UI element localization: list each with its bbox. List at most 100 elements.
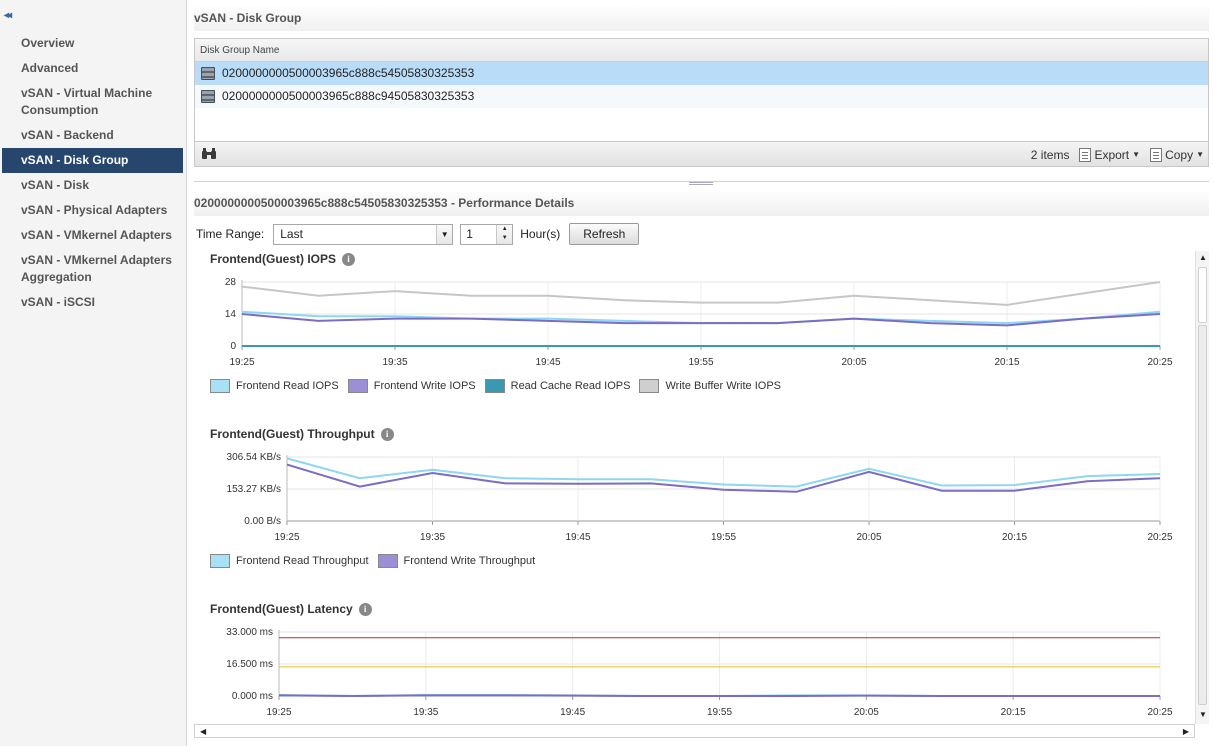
sidebar-nav: Overview Advanced vSAN - Virtual Machine… [2,31,183,315]
hours-stepper[interactable]: 1 ▲ ▼ [460,223,514,245]
info-icon[interactable]: i [380,427,394,441]
chevron-down-icon: ▼ [1196,150,1204,159]
items-count: 2 items [1030,147,1070,162]
table-row[interactable]: 0200000000500003965c888c94505830325353 [195,85,1208,108]
legend-label: Frontend Read IOPS [236,380,339,392]
sidebar-item-vm-consumption[interactable]: vSAN - Virtual Machine Consumption [21,86,153,117]
disk-group-name: 0200000000500003965c888c54505830325353 [222,66,475,80]
scrollbar-track[interactable] [1198,325,1207,705]
scroll-left-icon[interactable]: ◀ [200,727,207,736]
scroll-right-icon[interactable]: ▶ [1182,727,1189,736]
sidebar-item-disk-group[interactable]: vSAN - Disk Group [2,148,183,173]
copy-icon [1150,147,1163,162]
info-icon[interactable]: i [358,602,372,616]
scroll-up-icon[interactable]: ▲ [1199,253,1207,262]
x-tick-label: 20:25 [1147,357,1172,368]
sidebar: ◂◂ Overview Advanced vSAN - Virtual Mach… [0,0,187,746]
sidebar-item-iscsi[interactable]: vSAN - iSCSI [21,295,96,309]
x-tick-label: 19:35 [382,357,407,368]
x-tick-label: 19:45 [565,532,590,543]
x-tick-label: 19:55 [707,707,732,718]
chevron-down-icon[interactable]: ▼ [436,224,453,244]
export-button[interactable]: Export ▼ [1079,147,1140,162]
y-tick-label: 0.00 B/s [244,516,281,527]
legend-item[interactable]: Read Cache Read IOPS [484,379,631,393]
latency-chart: 33.000 ms 16.500 ms 0.000 ms 19:25 19:35 19:4… [226,627,1173,718]
latency-chart-title: Frontend(Guest) Latency i [210,602,372,616]
binoculars-icon[interactable] [201,148,217,160]
legend-item[interactable]: Frontend Read IOPS [210,379,339,393]
sidebar-item-physical-adapters[interactable]: vSAN - Physical Adapters [21,203,168,217]
disk-group-icon [201,67,215,80]
time-range-label: Time Range: [196,227,265,241]
legend-swatch [377,554,398,568]
y-tick-label: 306.54 KB/s [227,452,281,463]
vertical-scrollbar[interactable]: ▲ ▼ [1195,251,1209,724]
throughput-chart: 306.54 KB/s 153.27 KB/s 0.00 B/s 19:25 19:35… [227,452,1173,543]
legend-item[interactable]: Frontend Read Throughput [210,554,369,568]
latency-title-text: Frontend(Guest) Latency [210,602,353,616]
collapse-sidebar-icon[interactable]: ◂◂ [4,10,12,21]
legend-item[interactable]: Write Buffer Write IOPS [639,379,781,393]
refresh-button[interactable]: Refresh [569,223,640,245]
x-tick-label: 19:25 [229,357,254,368]
disk-group-title: vSAN - Disk Group [194,7,1209,31]
sidebar-item-disk[interactable]: vSAN - Disk [21,178,90,192]
sidebar-item-advanced[interactable]: Advanced [21,61,79,75]
x-tick-label: 19:35 [413,707,438,718]
sidebar-item-overview[interactable]: Overview [21,36,75,50]
y-tick-label: 33.000 ms [226,627,273,638]
horizontal-scrollbar[interactable]: ◀ ▶ [194,724,1195,738]
sidebar-item-vmkernel-adapters[interactable]: vSAN - VMkernel Adapters [21,228,172,242]
export-icon [1079,147,1092,162]
x-tick-label: 20:25 [1147,707,1172,718]
copy-button[interactable]: Copy ▼ [1150,147,1204,162]
series-line [278,694,1160,698]
pane-splitter[interactable] [194,181,1209,185]
x-tick-label: 19:55 [688,357,713,368]
scroll-down-icon[interactable]: ▼ [1199,710,1207,719]
grid-footer: 2 items Export ▼ Copy ▼ [195,141,1208,166]
copy-label: Copy [1165,147,1194,162]
time-range-select[interactable]: Last ▼ [273,223,454,245]
legend-swatch [210,554,230,568]
scrollbar-thumb[interactable] [1198,267,1207,323]
legend-label: Write Buffer Write IOPS [665,380,782,392]
y-tick-label: 28 [225,277,237,288]
charts-area: Frontend(Guest) IOPS i 28 14 0 19:25 19:35 19… [194,251,1197,724]
time-range-controls: Time Range: Last ▼ 1 ▲ ▼ Hour(s) Refresh [196,223,640,245]
x-tick-label: 20:05 [854,707,879,718]
x-tick-label: 19:25 [266,707,291,718]
iops-chart-title: Frontend(Guest) IOPS i [210,252,355,266]
column-header-disk-group-name[interactable]: Disk Group Name [195,39,1208,62]
legend-label: Read Cache Read IOPS [510,380,631,392]
x-tick-label: 19:55 [711,532,736,543]
iops-title-text: Frontend(Guest) IOPS [210,252,336,266]
legend-swatch [210,379,230,393]
splitter-grip[interactable] [689,182,713,185]
legend-item[interactable]: Frontend Write Throughput [377,554,536,568]
throughput-legend: Frontend Read Throughput Frontend Write … [210,554,535,568]
sidebar-item-vmkernel-aggregation[interactable]: vSAN - VMkernel Adapters Aggregation [21,253,172,284]
y-tick-label: 16.500 ms [226,659,273,670]
iops-chart: 28 14 0 19:25 19:35 19:45 19:55 20:05 20:15 20:25 [225,277,1173,368]
info-icon[interactable]: i [342,252,355,266]
x-tick-label: 19:45 [560,707,585,718]
legend-label: Frontend Write Throughput [403,555,536,567]
sidebar-item-backend[interactable]: vSAN - Backend [21,128,114,142]
disk-group-icon [201,90,215,103]
hours-label: Hour(s) [520,227,561,241]
disk-group-name: 0200000000500003965c888c94505830325353 [222,89,475,103]
throughput-title-text: Frontend(Guest) Throughput [210,427,375,441]
throughput-chart-title: Frontend(Guest) Throughput i [210,427,394,441]
hours-value: 1 [466,227,473,241]
disk-group-grid: Disk Group Name 0200000000500003965c888c… [194,38,1209,167]
x-tick-label: 20:25 [1147,532,1172,543]
legend-item[interactable]: Frontend Write IOPS [347,379,476,393]
x-tick-label: 20:05 [856,532,881,543]
table-row[interactable]: 0200000000500003965c888c54505830325353 [195,62,1208,85]
time-range-value: Last [280,227,303,241]
legend-swatch [347,379,368,393]
series-line [286,457,1161,488]
stepper-arrows-icon[interactable]: ▲ ▼ [496,224,513,244]
